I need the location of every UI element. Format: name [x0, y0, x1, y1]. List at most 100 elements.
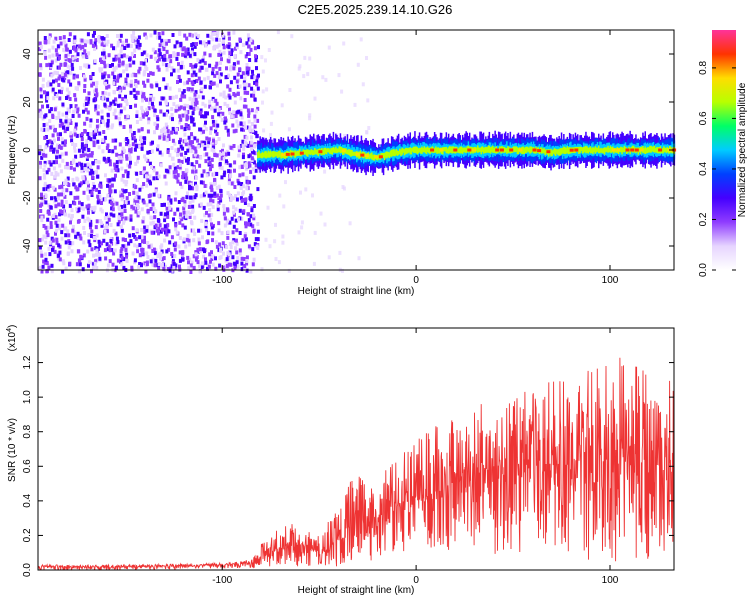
- heatmap-cell: [210, 254, 214, 259]
- heatmap-cell: [167, 133, 171, 138]
- heatmap-cell: [173, 44, 177, 49]
- heatmap-cell: [226, 128, 230, 133]
- heatmap-cell: [621, 147, 623, 155]
- heatmap-cell: [326, 148, 329, 153]
- heatmap-cell: [584, 146, 586, 152]
- heatmap-cell: [100, 223, 104, 228]
- heatmap-cell: [87, 135, 91, 140]
- heatmap-cell: [126, 163, 130, 168]
- heatmap-cell: [172, 53, 175, 58]
- heatmap-cell: [616, 148, 621, 152]
- heatmap-cell: [153, 130, 156, 135]
- heatmap-cell: [180, 217, 184, 222]
- heatmap-cell: [54, 127, 57, 132]
- heatmap-cell: [49, 107, 53, 112]
- heatmap-cell: [98, 68, 102, 73]
- heatmap-cell: [73, 35, 77, 40]
- heatmap-cell: [151, 71, 155, 76]
- heatmap-cell: [82, 146, 86, 151]
- heatmap-cell: [190, 260, 194, 265]
- heatmap-cell: [93, 41, 97, 46]
- heatmap-cell: [174, 191, 178, 196]
- heatmap-cell: [99, 221, 103, 226]
- heatmap-cell: [209, 182, 213, 187]
- heatmap-cell: [94, 38, 98, 43]
- heatmap-cell: [91, 43, 95, 48]
- heatmap-cell: [164, 101, 168, 106]
- heatmap-cell: [53, 70, 57, 75]
- heatmap-cell: [232, 62, 236, 67]
- heatmap-cell: [142, 50, 146, 55]
- heatmap-cell: [178, 114, 182, 119]
- heatmap-cell: [210, 257, 214, 261]
- snr-frame: [37, 327, 675, 571]
- heatmap-cell: [178, 120, 182, 125]
- snr-y-ticks: 0.00.20.40.60.81.01.2: [22, 355, 674, 577]
- heatmap-cell: [54, 78, 58, 83]
- heatmap-cell: [140, 127, 144, 132]
- heatmap-cell: [227, 178, 231, 183]
- heatmap-cell: [278, 193, 282, 198]
- heatmap-cell: [93, 261, 97, 266]
- heatmap-cell: [178, 88, 181, 93]
- heatmap-cell: [89, 40, 93, 45]
- heatmap-cell: [112, 81, 116, 86]
- heatmap-cell: [249, 38, 253, 43]
- heatmap-cell: [159, 251, 163, 256]
- heatmap-cell: [132, 88, 136, 93]
- heatmap-cell: [171, 95, 175, 100]
- heatmap-cell: [415, 146, 417, 154]
- heatmap-cell: [162, 266, 166, 271]
- heatmap-cell: [117, 63, 121, 68]
- heatmap-cell: [119, 49, 123, 54]
- heatmap-cell: [378, 155, 383, 159]
- heatmap-cell: [191, 186, 195, 191]
- heatmap-cell: [183, 132, 187, 137]
- heatmap-cell: [374, 155, 379, 159]
- heatmap-cell: [51, 45, 55, 50]
- heatmap-cell: [47, 167, 51, 172]
- heatmap-cell: [350, 149, 352, 157]
- heatmap-cell: [276, 30, 280, 35]
- heatmap-cell: [90, 234, 93, 238]
- heatmap-cell: [77, 208, 81, 212]
- heatmap-cell: [266, 205, 270, 210]
- heatmap-cell: [290, 152, 295, 156]
- heatmap-cell: [63, 129, 67, 134]
- heatmap-cell: [243, 82, 247, 87]
- heatmap-cell: [204, 159, 208, 164]
- heatmap-cell: [210, 82, 214, 86]
- heatmap-cell: [253, 118, 257, 123]
- heatmap-cell: [208, 208, 212, 212]
- heatmap-cell: [41, 149, 45, 154]
- heatmap-cell: [587, 147, 589, 154]
- heatmap-cell: [170, 252, 174, 256]
- heatmap-cell: [88, 153, 92, 158]
- heatmap-cell: [159, 109, 163, 114]
- heatmap-cell: [46, 140, 50, 144]
- heatmap-cell: [232, 110, 236, 115]
- heatmap-cell: [86, 249, 90, 254]
- heatmap-cell: [121, 188, 125, 193]
- heatmap-cell: [181, 175, 185, 179]
- heatmap-cell: [77, 46, 81, 51]
- heatmap-cell: [207, 213, 211, 218]
- heatmap-cell: [194, 32, 198, 37]
- heatmap-cell: [247, 37, 251, 42]
- heatmap-cell: [172, 162, 176, 167]
- heatmap-cell: [126, 114, 130, 119]
- heatmap-cell: [93, 89, 96, 94]
- heatmap-cell: [44, 194, 48, 199]
- heatmap-cell: [160, 264, 164, 269]
- heatmap-cell: [228, 110, 232, 115]
- heatmap-cell: [247, 218, 251, 223]
- snr-x-ticks: -100 0 100: [212, 328, 619, 586]
- heatmap-cell: [224, 95, 228, 100]
- heatmap-cell: [222, 45, 226, 50]
- heatmap-cell: [118, 94, 122, 99]
- heatmap-cell: [167, 201, 171, 206]
- heatmap-cell: [223, 216, 227, 221]
- heatmap-cell: [262, 152, 265, 158]
- heatmap-cell: [151, 220, 155, 225]
- heatmap-cell: [111, 63, 114, 67]
